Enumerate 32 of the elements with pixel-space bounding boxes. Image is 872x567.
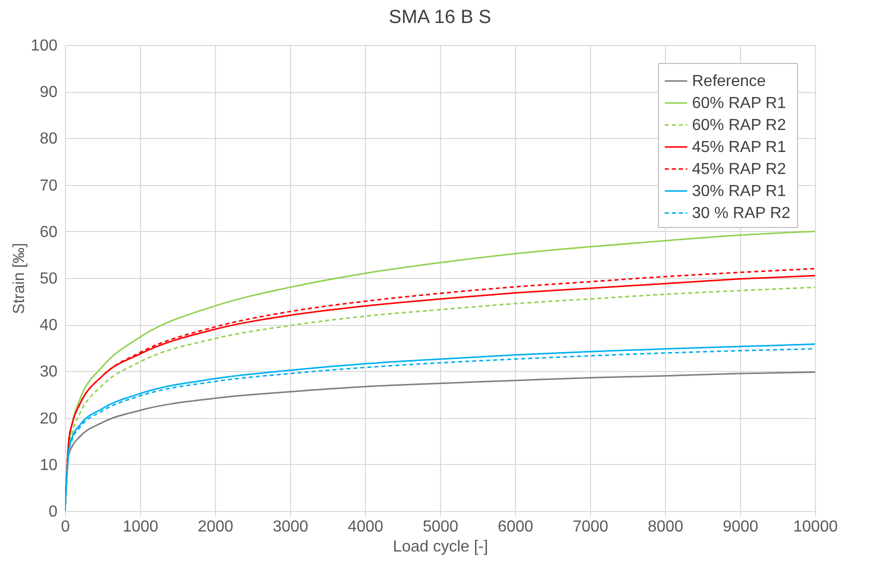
- y-tick-label: 20: [40, 410, 58, 428]
- x-tick-label: 5000: [422, 518, 458, 536]
- x-tick-label: 9000: [722, 518, 758, 536]
- x-tick-label: 4000: [348, 518, 384, 536]
- y-tick-label: 0: [48, 504, 58, 520]
- x-tick-label: 10000: [793, 518, 838, 536]
- y-tick-label: 60: [40, 224, 58, 241]
- legend-label: Reference: [692, 73, 766, 90]
- chart-title: SMA 16 B S: [388, 7, 492, 28]
- x-tick-label: 3000: [272, 518, 308, 536]
- y-tick-label: 30: [40, 364, 58, 381]
- legend-label: 30% RAP R1: [692, 183, 786, 200]
- legend-label: 45% RAP R1: [692, 139, 786, 156]
- legend-label: 60% RAP R1: [692, 95, 786, 112]
- x-axis-title: Load cycle [-]: [392, 538, 488, 556]
- y-tick-label: 70: [40, 177, 58, 194]
- y-tick-label: 80: [40, 130, 58, 148]
- y-tick-label: 50: [40, 270, 58, 288]
- legend-label: 60% RAP R2: [692, 117, 786, 134]
- y-axis-title: Strain [‰]: [10, 242, 28, 314]
- x-tick-label: 2000: [198, 518, 234, 536]
- x-tick-label: 8000: [648, 518, 684, 536]
- x-tick-label: 1000: [122, 518, 158, 536]
- x-tick-label: 0: [61, 518, 70, 536]
- legend-label: 30 % RAP R2: [692, 205, 791, 222]
- x-tick-label: 6000: [498, 518, 534, 536]
- y-tick-label: 100: [30, 38, 58, 54]
- y-tick-label: 90: [40, 84, 58, 102]
- legend-label: 45% RAP R2: [692, 161, 786, 178]
- y-tick-label: 40: [40, 317, 58, 334]
- x-tick-label: 7000: [572, 518, 608, 536]
- y-tick-label: 10: [40, 456, 58, 474]
